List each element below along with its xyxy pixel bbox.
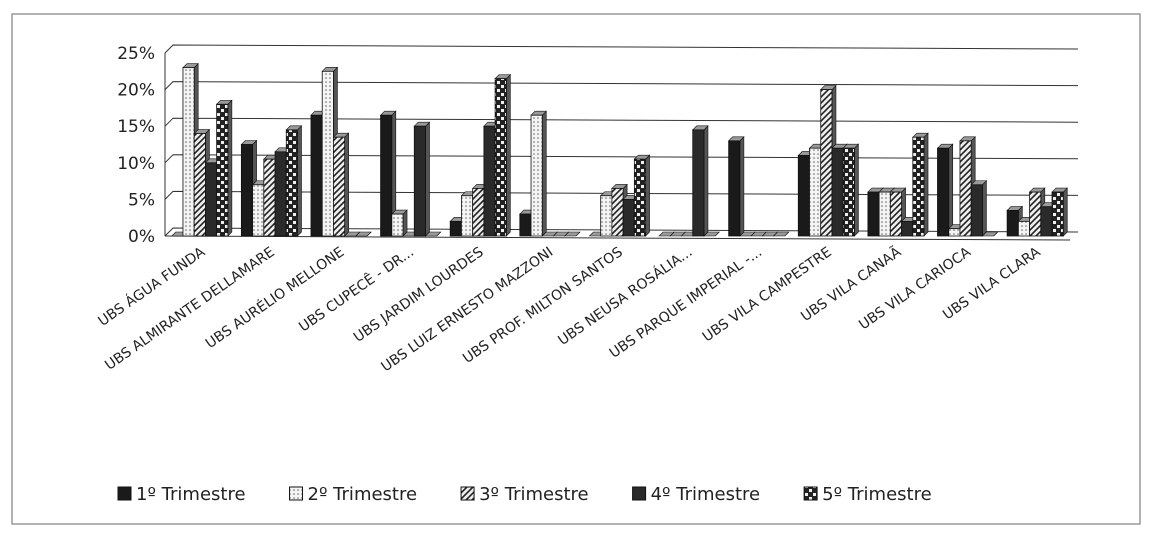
- bar-side: [506, 73, 511, 237]
- bar: [842, 147, 855, 237]
- bar: [391, 213, 404, 237]
- legend-swatch: [289, 486, 304, 501]
- bar: [333, 136, 346, 237]
- grid-line: [164, 44, 1079, 54]
- bar: [889, 191, 902, 237]
- bar-side: [645, 154, 650, 237]
- x-tick-label: UBS JARDIM LOURDES: [351, 244, 487, 346]
- grid-line: [164, 154, 1079, 164]
- bar-side: [948, 143, 954, 237]
- bar-top: [564, 231, 581, 237]
- bar-top: [772, 231, 790, 237]
- bar: [948, 228, 961, 237]
- bar: [216, 103, 229, 237]
- bar: [831, 147, 844, 237]
- bar: [252, 184, 265, 237]
- bar: [519, 213, 532, 237]
- bar-side: [425, 121, 430, 237]
- x-tick-label: UBS VILA CARIOCA: [856, 244, 974, 333]
- bar: [380, 114, 393, 237]
- bar: [728, 140, 741, 237]
- y-tick-label: 5%: [128, 190, 155, 210]
- bar: [472, 188, 485, 237]
- legend-swatch: [117, 486, 132, 501]
- bar: [937, 147, 950, 237]
- bar: [959, 140, 972, 237]
- x-tick-label: UBS VILA CAMPESTRE: [700, 244, 835, 345]
- legend-label: 3º Trimestre: [479, 484, 589, 505]
- bar-side: [854, 143, 859, 237]
- legend-label: 5º Trimestre: [822, 484, 932, 505]
- bar: [970, 184, 983, 237]
- bar-side: [923, 132, 929, 237]
- bar: [600, 195, 613, 237]
- bar-side: [982, 180, 987, 237]
- legend-label: 4º Trimestre: [651, 484, 761, 505]
- bar-top: [424, 231, 442, 237]
- bar: [461, 195, 474, 237]
- x-tick-label: UBS AURÉLIO MELLONE: [202, 243, 347, 352]
- bar: [263, 158, 276, 237]
- bar: [530, 114, 543, 237]
- bar-top: [703, 231, 720, 237]
- bar: [321, 70, 334, 237]
- bar: [193, 133, 206, 237]
- grid-line: [164, 227, 1079, 237]
- bar-side: [402, 209, 408, 237]
- y-tick-label: 25%: [117, 44, 155, 64]
- bar-top: [355, 231, 372, 237]
- bar: [1051, 191, 1064, 237]
- bar: [1006, 209, 1019, 237]
- bar-side: [297, 125, 302, 237]
- grid-line: [164, 190, 1079, 200]
- bar: [205, 162, 218, 237]
- x-axis: [164, 235, 1071, 241]
- bar: [1029, 191, 1042, 237]
- bar: [867, 191, 880, 237]
- y-tick-label: 20%: [117, 81, 155, 101]
- bar: [413, 125, 426, 237]
- bar: [809, 147, 822, 237]
- bar-side: [541, 110, 547, 237]
- bar: [449, 220, 462, 237]
- bar: [878, 191, 891, 237]
- y-tick-label: 0%: [128, 227, 155, 247]
- bar: [483, 125, 496, 237]
- legend-swatch: [803, 486, 818, 501]
- y-tick-label: 15%: [117, 117, 155, 137]
- chart-border: [11, 13, 1141, 525]
- bar: [310, 114, 323, 237]
- legend-swatch: [632, 486, 647, 501]
- bar-side: [227, 99, 233, 237]
- bar: [611, 188, 624, 237]
- bar-side: [739, 136, 745, 237]
- bar: [692, 129, 705, 237]
- bar: [285, 129, 298, 237]
- x-tick-label: UBS NEUSA ROSÁLIA...: [555, 243, 696, 349]
- legend-swatch: [460, 486, 475, 501]
- bar-side: [1062, 187, 1068, 237]
- bar: [274, 151, 287, 237]
- y-tick-label: 10%: [117, 154, 155, 174]
- bar-top: [981, 231, 999, 237]
- x-tick-label: UBS CUPECÊ - DR...: [295, 243, 417, 336]
- bar: [494, 78, 507, 237]
- bar-side: [344, 132, 349, 237]
- bar: [622, 198, 635, 237]
- bar: [240, 144, 253, 237]
- legend-label: 2º Trimestre: [308, 484, 418, 505]
- bar: [633, 158, 646, 237]
- bar: [820, 89, 833, 237]
- bar: [797, 155, 810, 237]
- grid-line: [164, 81, 1079, 90]
- grid-line: [164, 117, 1079, 127]
- bar: [912, 136, 925, 237]
- bar: [1017, 220, 1030, 237]
- bar: [1040, 206, 1053, 237]
- bar: [901, 220, 914, 237]
- legend-label: 1º Trimestre: [136, 484, 246, 505]
- bar-side: [703, 125, 709, 237]
- bar: [182, 67, 195, 237]
